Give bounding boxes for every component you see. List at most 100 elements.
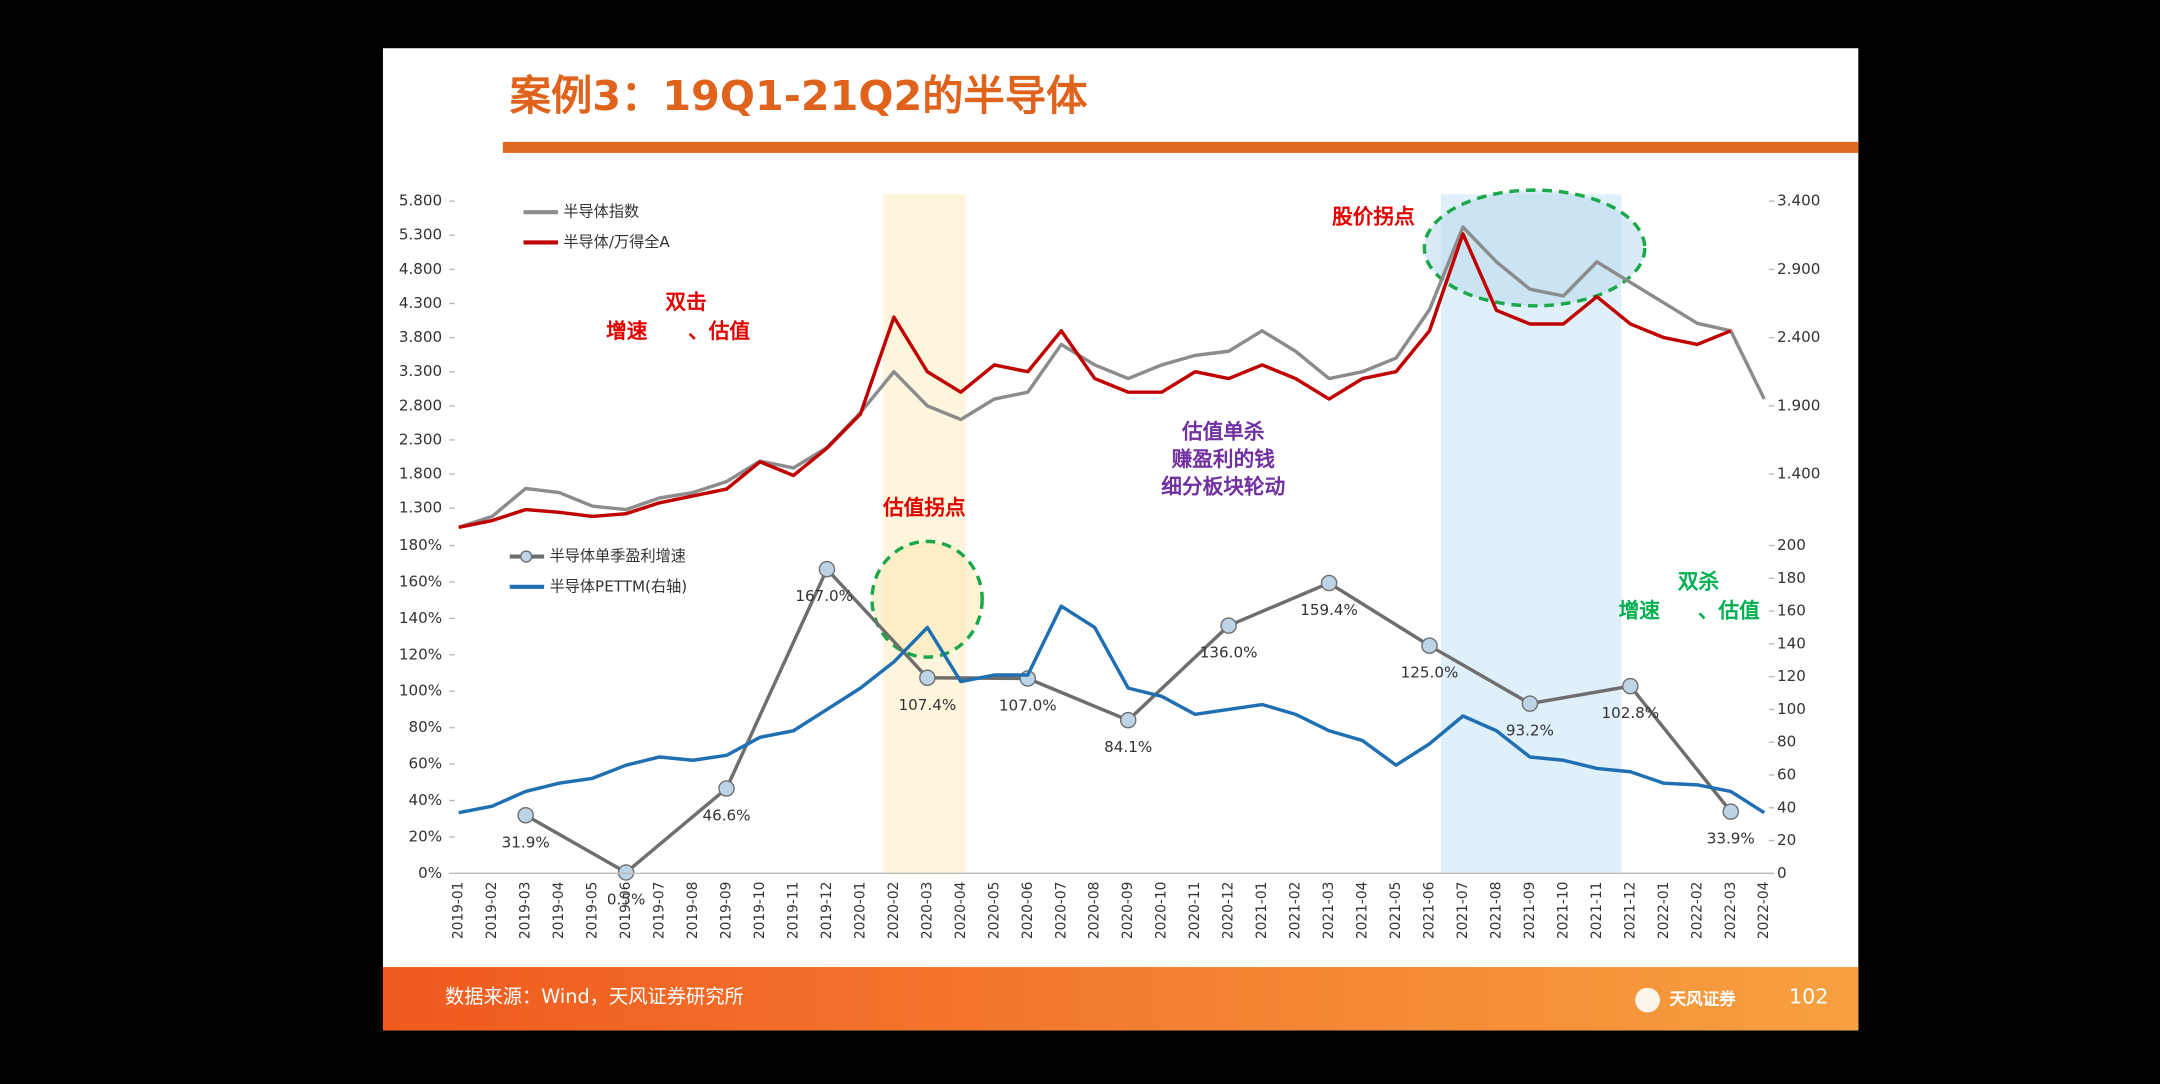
x-tick-label: 2020-08 bbox=[1087, 882, 1103, 940]
y-tick-label: 120% bbox=[399, 645, 442, 663]
x-tick-label: 2021-11 bbox=[1589, 882, 1605, 940]
x-tick-label: 2019-12 bbox=[819, 882, 835, 940]
x-tick-label: 2019-11 bbox=[785, 882, 801, 940]
data-point bbox=[1220, 617, 1237, 634]
x-tick-label: 2021-12 bbox=[1622, 882, 1638, 940]
data-label: 125.0% bbox=[1401, 664, 1459, 682]
data-point bbox=[1421, 637, 1438, 654]
y2-tick-label: 2.900 bbox=[1777, 260, 1820, 278]
data-label: 93.2% bbox=[1506, 722, 1554, 740]
x-tick-label: 2020-07 bbox=[1053, 882, 1069, 940]
y-tick-label: 180% bbox=[399, 536, 442, 554]
callout-circle bbox=[870, 539, 984, 659]
x-tick-label: 2019-01 bbox=[451, 882, 467, 940]
data-point bbox=[1521, 695, 1539, 712]
y2-tick-label: 1.900 bbox=[1777, 396, 1820, 414]
data-label: 107.0% bbox=[999, 697, 1057, 715]
x-tick-label: 2021-08 bbox=[1488, 882, 1504, 940]
data-point bbox=[818, 560, 836, 578]
y-tick-label: 4.300 bbox=[399, 294, 442, 312]
data-point bbox=[1119, 711, 1137, 729]
legend-label: 半导体单季盈利增速 bbox=[550, 547, 686, 565]
annotation: 估值单杀 bbox=[1181, 420, 1265, 444]
x-tick-label: 2022-02 bbox=[1689, 882, 1705, 940]
x-tick-label: 2019-02 bbox=[484, 882, 500, 940]
x-tick-label: 2021-03 bbox=[1321, 882, 1337, 940]
y2-tick-label: 20 bbox=[1777, 831, 1796, 849]
data-point bbox=[517, 806, 534, 824]
x-tick-label: 2019-07 bbox=[652, 882, 668, 940]
y-tick-label: 5.800 bbox=[399, 192, 442, 210]
data-label: 31.9% bbox=[502, 833, 550, 851]
x-tick-label: 2019-06 bbox=[618, 882, 634, 940]
y-tick-label: 20% bbox=[409, 827, 443, 845]
y-tick-label: 60% bbox=[409, 755, 443, 773]
annotation: 、估值 bbox=[688, 319, 750, 343]
y2-tick-label: 100 bbox=[1777, 700, 1806, 718]
legend-label: 半导体指数 bbox=[563, 203, 639, 221]
annotation: 股价拐点 bbox=[1332, 205, 1415, 229]
highlight-band bbox=[883, 194, 966, 874]
annotation: 、估值 bbox=[1698, 599, 1760, 623]
x-tick-label: 2021-01 bbox=[1254, 882, 1270, 940]
y-tick-label: 2.300 bbox=[399, 430, 442, 448]
y-tick-label: 3.800 bbox=[399, 328, 442, 346]
data-label: 167.0% bbox=[795, 587, 853, 605]
data-point bbox=[718, 780, 735, 797]
y2-tick-label: 200 bbox=[1777, 536, 1806, 554]
y-tick-label: 40% bbox=[409, 791, 443, 809]
x-tick-label: 2021-10 bbox=[1555, 882, 1571, 940]
annotation: 估值拐点 bbox=[882, 495, 966, 519]
y2-tick-label: 120 bbox=[1777, 667, 1806, 685]
x-tick-label: 2020-02 bbox=[886, 882, 902, 940]
series-line bbox=[458, 604, 1766, 815]
y-tick-label: 0% bbox=[418, 864, 442, 882]
x-tick-label: 2021-04 bbox=[1355, 882, 1371, 940]
y2-tick-label: 40 bbox=[1777, 798, 1796, 816]
y2-tick-label: 180 bbox=[1777, 569, 1806, 587]
x-tick-label: 2019-09 bbox=[719, 882, 735, 940]
data-label: 0.5% bbox=[607, 891, 645, 909]
annotation: 双击 bbox=[665, 290, 706, 314]
data-point bbox=[1622, 677, 1639, 695]
y-tick-label: 1.800 bbox=[399, 465, 442, 483]
y2-tick-label: 60 bbox=[1777, 766, 1796, 784]
data-point bbox=[1320, 574, 1338, 592]
x-tick-label: 2019-04 bbox=[551, 882, 567, 940]
x-tick-label: 2021-02 bbox=[1288, 882, 1304, 940]
annotation: 增速 bbox=[1619, 599, 1661, 623]
x-tick-label: 2020-10 bbox=[1154, 882, 1170, 940]
y2-tick-label: 3.400 bbox=[1777, 192, 1820, 210]
logo-icon bbox=[1635, 987, 1660, 1013]
data-label: 136.0% bbox=[1200, 644, 1258, 662]
data-label: 33.9% bbox=[1707, 830, 1755, 848]
legend-label: 半导体PETTM(右轴) bbox=[550, 577, 688, 595]
x-tick-label: 2021-09 bbox=[1522, 882, 1538, 940]
footer-brand: 天风证券 bbox=[1670, 989, 1737, 1009]
x-tick-label: 2020-06 bbox=[1020, 882, 1036, 940]
y-tick-label: 5.300 bbox=[399, 226, 442, 244]
data-label: 159.4% bbox=[1300, 601, 1358, 619]
y-tick-label: 80% bbox=[409, 718, 443, 736]
data-point bbox=[919, 669, 936, 687]
y2-tick-label: 140 bbox=[1777, 634, 1806, 652]
callout-circle bbox=[1422, 188, 1647, 308]
y2-tick-label: 2.400 bbox=[1777, 328, 1820, 346]
annotation: 细分板块轮动 bbox=[1161, 475, 1285, 499]
plot-area: 1.300 1.800 2.300 2.800 3.300 3.800 4.300 4.800… bbox=[399, 192, 1821, 940]
x-tick-label: 2020-01 bbox=[852, 882, 868, 940]
data-label: 107.4% bbox=[899, 696, 957, 714]
annotation: 增速 bbox=[606, 319, 648, 343]
series-line bbox=[458, 232, 1732, 530]
y-tick-label: 140% bbox=[399, 609, 442, 627]
data-point bbox=[617, 864, 635, 881]
x-tick-label: 2022-04 bbox=[1756, 882, 1772, 940]
y-tick-label: 100% bbox=[399, 682, 442, 700]
series-line bbox=[458, 225, 1766, 529]
annotation: 双杀 bbox=[1678, 570, 1720, 594]
footer-source: 数据来源：Wind，天风证券研究所 bbox=[445, 985, 744, 1008]
footer-bar bbox=[382, 967, 1859, 1031]
y-tick-label: 4.800 bbox=[399, 260, 442, 278]
data-label: 46.6% bbox=[702, 807, 750, 825]
y-tick-label: 2.800 bbox=[399, 396, 442, 414]
